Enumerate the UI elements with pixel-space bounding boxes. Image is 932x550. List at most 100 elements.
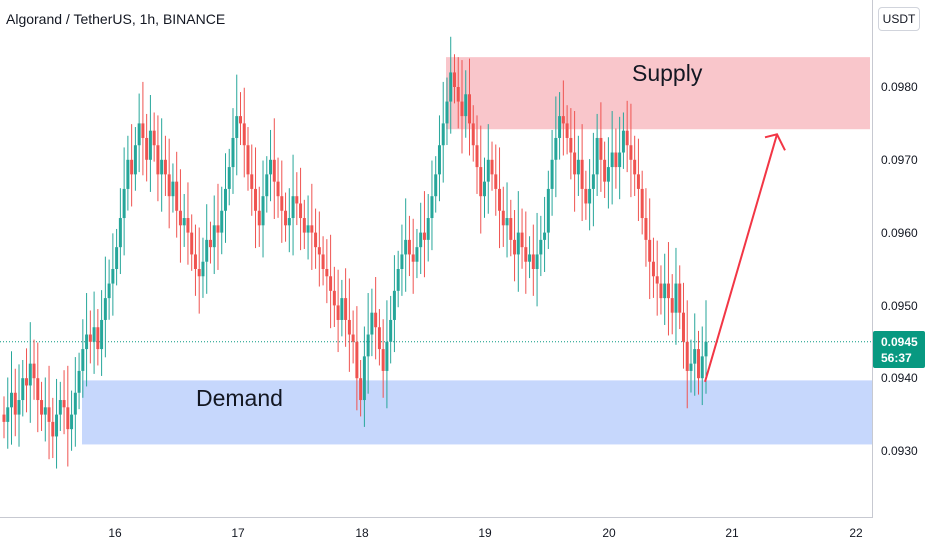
- candle-body: [494, 174, 498, 189]
- candle-body: [103, 298, 107, 320]
- candle-body: [663, 283, 667, 299]
- time-axis-label: 17: [231, 526, 245, 540]
- candle-body: [43, 407, 47, 415]
- time-axis[interactable]: [0, 517, 872, 550]
- candle-body: [163, 159, 167, 175]
- candle-body: [392, 290, 396, 320]
- candle-body: [186, 218, 190, 233]
- candle-body: [193, 254, 197, 269]
- candle-body: [505, 218, 509, 226]
- candle-body: [171, 181, 175, 197]
- time-axis-label: 20: [602, 526, 616, 540]
- candle-body: [175, 181, 179, 211]
- candle-body: [498, 188, 502, 211]
- candle-body: [456, 87, 460, 102]
- candle-body: [10, 392, 14, 408]
- candle-body: [644, 218, 648, 240]
- zones-layer: [82, 57, 872, 445]
- candle-body: [550, 159, 554, 189]
- candle-body: [434, 174, 438, 197]
- candle-body: [400, 254, 404, 269]
- candle-body: [17, 400, 21, 415]
- arrow-shaft: [704, 134, 778, 383]
- candle-body: [471, 123, 475, 146]
- candle-body: [486, 159, 490, 182]
- price-axis[interactable]: [872, 0, 932, 518]
- price-axis-label: 0.0940: [881, 371, 918, 385]
- candle-body: [197, 269, 201, 277]
- supply-zone[interactable]: [446, 57, 870, 130]
- candle-body: [347, 319, 351, 335]
- candle-body: [558, 116, 562, 138]
- candle-body: [674, 283, 678, 313]
- candle-body: [610, 152, 614, 168]
- candle-body: [366, 334, 370, 357]
- candle-body: [118, 218, 122, 248]
- candle-body: [62, 400, 66, 408]
- candle-body: [614, 152, 618, 168]
- candle-body: [88, 334, 92, 342]
- candle-body: [576, 159, 580, 175]
- candle-body: [377, 327, 381, 350]
- candle-body: [404, 239, 408, 255]
- demand-zone-label: Demand: [196, 385, 283, 411]
- candle-body: [700, 356, 704, 379]
- candle-body: [370, 312, 374, 335]
- candle-body: [535, 254, 539, 269]
- time-axis-label: 16: [108, 526, 122, 540]
- candle-body: [591, 174, 595, 189]
- candle-body: [242, 123, 246, 146]
- candle-body: [25, 378, 29, 386]
- candle-body: [629, 145, 633, 160]
- candle-body: [362, 356, 366, 401]
- candle-body: [633, 159, 637, 175]
- candle-body: [445, 101, 449, 124]
- candle-body: [306, 225, 310, 233]
- currency-button[interactable]: USDT: [878, 7, 920, 31]
- candle-body: [509, 218, 513, 240]
- candle-body: [524, 247, 528, 262]
- price-axis-label: 0.0950: [881, 299, 918, 313]
- candle-body: [40, 400, 44, 415]
- candle-body: [156, 145, 160, 175]
- projection-arrow: [704, 133, 786, 383]
- candle-body: [32, 363, 36, 379]
- candle-body: [389, 319, 393, 342]
- candle-body: [269, 159, 273, 175]
- candle-body: [483, 181, 487, 197]
- last-price-value: 0.0945: [881, 335, 918, 349]
- candle-body: [295, 196, 299, 204]
- candle-body: [381, 349, 385, 371]
- candle-body: [205, 239, 209, 262]
- candle-body: [291, 196, 295, 219]
- candle-body: [336, 305, 340, 320]
- candle-body: [385, 341, 389, 371]
- candle-body: [374, 312, 378, 328]
- candle-body: [314, 232, 318, 248]
- candle-body: [216, 225, 220, 233]
- candle-body: [70, 414, 74, 430]
- candle-body: [254, 188, 258, 211]
- candle-body: [599, 137, 603, 160]
- price-axis-label: 0.0980: [881, 80, 918, 94]
- candle-body: [625, 130, 629, 146]
- candle-body: [107, 283, 111, 299]
- candle-body: [655, 276, 659, 284]
- candle-body: [201, 261, 205, 277]
- candle-body: [77, 370, 81, 393]
- candle-body: [561, 116, 565, 124]
- demand-zone[interactable]: [82, 380, 872, 445]
- candle-body: [479, 167, 483, 197]
- candle-body: [670, 298, 674, 313]
- candle-body: [223, 188, 227, 211]
- candle-body: [272, 159, 276, 182]
- candle-body: [580, 159, 584, 189]
- candle-body: [588, 188, 592, 204]
- candle-body: [141, 123, 145, 138]
- candle-body: [2, 414, 6, 422]
- time-axis-label: 21: [725, 526, 739, 540]
- candle-body: [231, 137, 235, 168]
- arrow-head: [764, 133, 786, 151]
- candle-body: [299, 203, 303, 219]
